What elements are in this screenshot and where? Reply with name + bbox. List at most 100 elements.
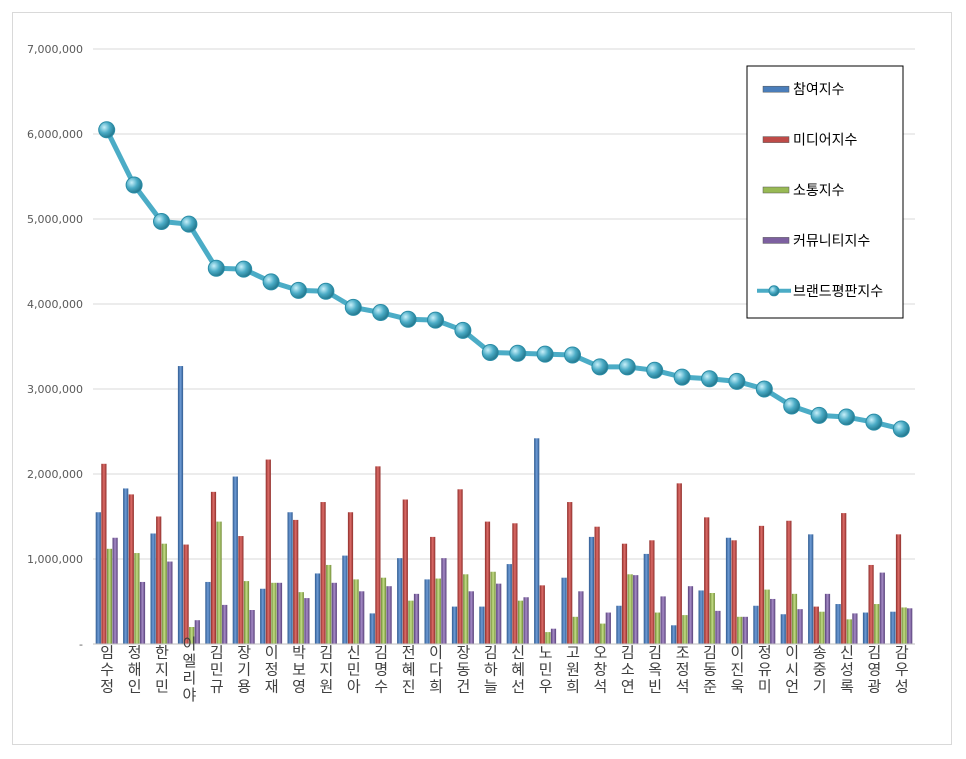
bar-미디어지수-이진욱	[731, 540, 737, 644]
x-tick-label: 이시언	[783, 645, 801, 696]
bar-소통지수-장기용	[243, 581, 250, 644]
point-브랜드평판지수-이정재	[262, 273, 280, 291]
bar-참여지수-김하늘	[479, 606, 485, 644]
x-tick-label: 이다희	[427, 645, 445, 696]
bar-미디어지수-노민우	[539, 585, 545, 644]
point-브랜드평판지수-전혜진	[399, 310, 417, 328]
bar-미디어지수-정유미	[758, 525, 765, 644]
bar-소통지수-조정석	[682, 615, 688, 644]
point-브랜드평판지수-신민아	[344, 298, 362, 316]
point-브랜드평판지수-송중기	[810, 406, 828, 424]
bar-참여지수-정해인	[123, 488, 129, 644]
bar-소통지수-장동건	[463, 574, 469, 644]
y-tick-label: 3,000,000	[27, 383, 83, 396]
bar-커뮤니티지수-오창석	[605, 612, 611, 644]
x-tick-label: 정해인	[125, 645, 143, 696]
x-tick-label: 전혜진	[399, 645, 417, 696]
bar-커뮤니티지수-정유미	[770, 598, 776, 644]
bar-커뮤니티지수-정해인	[139, 581, 146, 644]
point-브랜드평판지수-장기용	[235, 260, 253, 278]
legend-swatch-dot	[768, 285, 780, 297]
bar-소통지수-박보영	[298, 592, 304, 644]
x-tick-label: 임수정	[98, 645, 116, 696]
bar-참여지수-정유미	[753, 605, 759, 644]
legend-label-커뮤니티지수: 커뮤니티지수	[793, 233, 870, 249]
bar-미디어지수-송중기	[813, 606, 819, 644]
bar-소통지수-김옥빈	[654, 612, 661, 644]
bar-참여지수-신성록	[835, 604, 841, 644]
bar-참여지수-박보영	[287, 512, 293, 644]
point-브랜드평판지수-이엘리야	[180, 215, 198, 233]
point-브랜드평판지수-김소연	[618, 358, 636, 376]
bar-미디어지수-장동건	[457, 489, 463, 644]
bar-미디어지수-김지원	[320, 502, 326, 644]
legend-swatch-참여지수	[762, 85, 790, 93]
bar-소통지수-정해인	[134, 553, 140, 644]
bar-미디어지수-임수정	[101, 463, 107, 644]
x-tick-label: 조정석	[673, 645, 691, 696]
bar-미디어지수-전혜진	[402, 499, 408, 644]
point-브랜드평판지수-김영광	[865, 413, 883, 431]
bar-소통지수-이엘리야	[189, 627, 195, 644]
bar-미디어지수-이시언	[786, 520, 792, 644]
bar-미디어지수-김명수	[375, 466, 381, 644]
bar-참여지수-신민아	[342, 555, 348, 644]
bar-커뮤니티지수-이정재	[276, 582, 283, 644]
bar-커뮤니티지수-신혜선	[523, 597, 529, 644]
bar-소통지수-이다희	[435, 578, 441, 644]
bar-커뮤니티지수-장동건	[468, 591, 474, 644]
x-tick-label: 김지원	[317, 645, 335, 696]
bar-커뮤니티지수-김동준	[715, 610, 721, 644]
bar-커뮤니티지수-김영광	[879, 572, 885, 644]
legend-label-브랜드평판지수: 브랜드평판지수	[793, 284, 883, 300]
y-tick-label: 1,000,000	[27, 553, 83, 566]
bar-소통지수-김명수	[380, 577, 387, 644]
bar-커뮤니티지수-김지원	[331, 582, 337, 644]
bar-미디어지수-정해인	[128, 494, 134, 644]
x-tick-label: 송중기	[810, 645, 828, 696]
brand-reputation-chart: - 1,000,000 2,000,000 3,000,000 4,000,000 5,0…	[27, 43, 915, 704]
bar-소통지수-신민아	[353, 579, 359, 644]
point-브랜드평판지수-김하늘	[481, 343, 499, 361]
bar-참여지수-한지민	[150, 533, 156, 644]
bar-참여지수-이다희	[424, 579, 430, 644]
point-브랜드평판지수-김옥빈	[646, 361, 664, 379]
point-브랜드평판지수-신성록	[838, 408, 855, 426]
x-tick-label: 박보영	[290, 645, 308, 696]
bar-커뮤니티지수-박보영	[304, 598, 310, 644]
bar-참여지수-장기용	[232, 476, 238, 644]
bar-미디어지수-김하늘	[484, 521, 491, 644]
point-브랜드평판지수-한지민	[153, 213, 170, 231]
bar-참여지수-김명수	[369, 613, 375, 644]
bar-series	[95, 366, 913, 644]
x-axis-labels: 임수정 정해인 한지민 이엘리야 김민규 장기용 이정재 박보영 김지원 신민아 김명수 전혜진 이다희…	[98, 636, 911, 704]
x-tick-label: 김소연	[618, 645, 636, 696]
bar-커뮤니티지수-김옥빈	[660, 596, 666, 644]
point-브랜드평판지수-노민우	[536, 345, 554, 363]
point-브랜드평판지수-신혜선	[509, 344, 527, 362]
point-브랜드평판지수-이진욱	[728, 372, 746, 390]
bar-미디어지수-오창석	[594, 526, 600, 644]
point-브랜드평판지수-오창석	[591, 358, 609, 376]
bar-소통지수-한지민	[161, 543, 167, 644]
bar-미디어지수-김영광	[868, 564, 874, 644]
y-tick-label: 7,000,000	[27, 43, 83, 56]
bar-미디어지수-조정석	[676, 483, 682, 644]
bar-참여지수-감우성	[890, 611, 896, 644]
bar-참여지수-신혜선	[506, 564, 512, 644]
chart-frame: - 1,000,000 2,000,000 3,000,000 4,000,000 5,0…	[12, 12, 952, 745]
y-tick-label: 2,000,000	[27, 468, 83, 481]
legend-label-소통지수: 소통지수	[793, 183, 845, 199]
bar-커뮤니티지수-김민규	[222, 604, 228, 644]
bar-소통지수-김동준	[709, 593, 715, 644]
point-브랜드평판지수-이다희	[427, 311, 444, 329]
bar-참여지수-장동건	[451, 606, 458, 644]
x-tick-label: 감우성	[892, 645, 910, 696]
bar-소통지수-신성록	[846, 619, 852, 644]
x-tick-label: 신성록	[838, 645, 856, 696]
bar-미디어지수-고원희	[567, 502, 573, 644]
x-tick-label: 이엘리야	[180, 636, 198, 704]
point-브랜드평판지수-정유미	[755, 380, 773, 398]
point-브랜드평판지수-김명수	[372, 304, 390, 321]
